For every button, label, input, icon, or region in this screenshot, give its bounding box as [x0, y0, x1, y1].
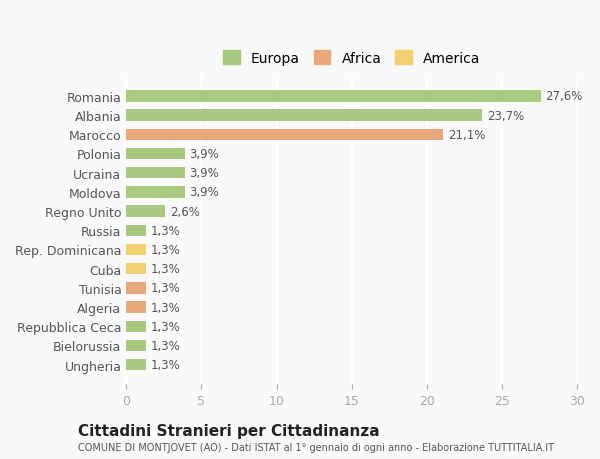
Text: 3,9%: 3,9% [190, 167, 219, 180]
Text: 1,3%: 1,3% [151, 358, 180, 371]
Bar [127, 206, 166, 218]
Bar [127, 263, 146, 275]
Text: COMUNE DI MONTJOVET (AO) - Dati ISTAT al 1° gennaio di ogni anno - Elaborazione : COMUNE DI MONTJOVET (AO) - Dati ISTAT al… [78, 442, 554, 452]
Text: 2,6%: 2,6% [170, 205, 200, 218]
Text: 1,3%: 1,3% [151, 243, 180, 257]
Bar [127, 187, 185, 198]
Bar [127, 110, 482, 122]
Bar [127, 148, 185, 160]
Bar [127, 283, 146, 294]
Legend: Europa, Africa, America: Europa, Africa, America [216, 44, 487, 73]
Bar [127, 359, 146, 371]
Text: 3,9%: 3,9% [190, 148, 219, 161]
Text: 1,3%: 1,3% [151, 301, 180, 314]
Bar [127, 129, 443, 141]
Text: 3,9%: 3,9% [190, 186, 219, 199]
Bar [127, 302, 146, 313]
Text: 1,3%: 1,3% [151, 224, 180, 237]
Bar [127, 225, 146, 236]
Bar [127, 340, 146, 352]
Bar [127, 91, 541, 102]
Text: 1,3%: 1,3% [151, 282, 180, 295]
Text: 23,7%: 23,7% [487, 109, 524, 122]
Text: 1,3%: 1,3% [151, 339, 180, 352]
Bar [127, 168, 185, 179]
Text: 27,6%: 27,6% [545, 90, 583, 103]
Bar [127, 321, 146, 332]
Text: 1,3%: 1,3% [151, 320, 180, 333]
Bar [127, 244, 146, 256]
Text: Cittadini Stranieri per Cittadinanza: Cittadini Stranieri per Cittadinanza [78, 423, 380, 438]
Text: 1,3%: 1,3% [151, 263, 180, 275]
Text: 21,1%: 21,1% [448, 129, 485, 141]
